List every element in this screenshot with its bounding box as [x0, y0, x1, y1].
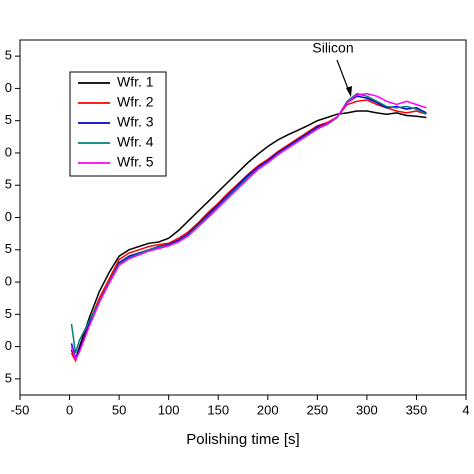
y-tick-label: 0 — [5, 338, 12, 353]
y-tick-label: 5 — [5, 112, 12, 127]
series-line — [70, 99, 427, 363]
y-tick-label: 5 — [5, 48, 12, 63]
y-tick-label: 0 — [5, 80, 12, 95]
x-tick-label: 200 — [257, 402, 279, 417]
y-tick-label: 5 — [5, 370, 12, 385]
legend-label: Wfr. 4 — [117, 134, 154, 150]
x-tick-label: 4 — [462, 402, 469, 417]
annotation: Silicon — [312, 40, 353, 56]
series-line — [70, 110, 427, 362]
y-tick-label: 0 — [5, 209, 12, 224]
y-tick-label: 0 — [5, 273, 12, 288]
x-tick-label: 300 — [356, 402, 378, 417]
series-line — [70, 92, 427, 362]
legend-label: Wfr. 2 — [117, 94, 154, 110]
legend-box — [69, 71, 167, 177]
y-tick-label: 5 — [5, 177, 12, 192]
x-tick-label: 250 — [306, 402, 328, 417]
annotation-arrowhead — [346, 86, 352, 97]
x-tick-label: -50 — [11, 402, 30, 417]
x-tick-label: 50 — [112, 402, 126, 417]
x-tick-label: 100 — [158, 402, 180, 417]
x-axis-label: Polishing time [s] — [186, 431, 299, 448]
x-tick-label: 150 — [207, 402, 229, 417]
y-tick-label: 0 — [5, 144, 12, 159]
series-line — [70, 92, 427, 354]
y-tick-label: 5 — [5, 241, 12, 256]
legend-label: Wfr. 3 — [117, 114, 154, 130]
x-tick-label: 0 — [66, 402, 73, 417]
legend-label: Wfr. 5 — [117, 154, 154, 170]
y-tick-label: 5 — [5, 306, 12, 321]
plot-frame — [19, 39, 467, 396]
series-line — [70, 95, 427, 361]
legend-label: Wfr. 1 — [117, 74, 154, 90]
x-tick-label: 350 — [406, 402, 428, 417]
